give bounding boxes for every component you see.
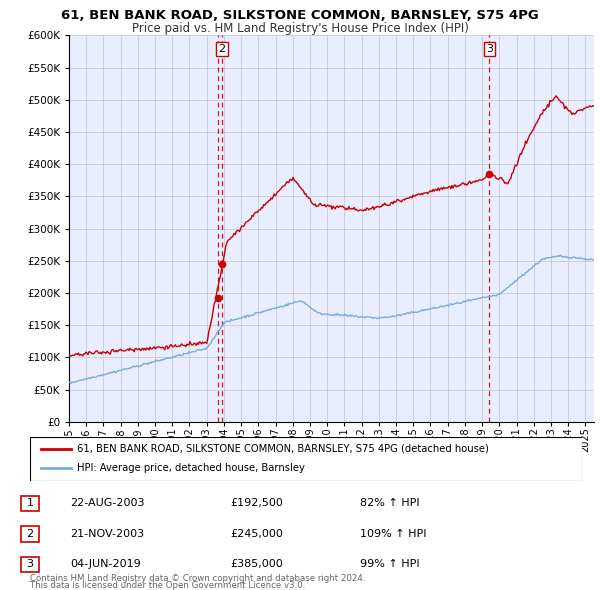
- Text: £192,500: £192,500: [230, 499, 283, 509]
- Text: £385,000: £385,000: [230, 559, 283, 569]
- Text: 61, BEN BANK ROAD, SILKSTONE COMMON, BARNSLEY, S75 4PG (detached house): 61, BEN BANK ROAD, SILKSTONE COMMON, BAR…: [77, 444, 489, 454]
- Text: Price paid vs. HM Land Registry's House Price Index (HPI): Price paid vs. HM Land Registry's House …: [131, 22, 469, 35]
- Text: 2: 2: [218, 44, 226, 54]
- Text: 21-NOV-2003: 21-NOV-2003: [70, 529, 144, 539]
- Text: 1: 1: [26, 499, 34, 509]
- Text: 3: 3: [486, 44, 493, 54]
- Text: 99% ↑ HPI: 99% ↑ HPI: [360, 559, 419, 569]
- Text: 3: 3: [26, 559, 34, 569]
- Text: 2: 2: [26, 529, 34, 539]
- FancyBboxPatch shape: [21, 526, 39, 542]
- FancyBboxPatch shape: [21, 496, 39, 512]
- Text: 61, BEN BANK ROAD, SILKSTONE COMMON, BARNSLEY, S75 4PG: 61, BEN BANK ROAD, SILKSTONE COMMON, BAR…: [61, 9, 539, 22]
- FancyBboxPatch shape: [30, 437, 582, 481]
- Text: 04-JUN-2019: 04-JUN-2019: [70, 559, 141, 569]
- Text: Contains HM Land Registry data © Crown copyright and database right 2024.: Contains HM Land Registry data © Crown c…: [30, 574, 365, 583]
- FancyBboxPatch shape: [21, 556, 39, 572]
- Text: HPI: Average price, detached house, Barnsley: HPI: Average price, detached house, Barn…: [77, 464, 305, 473]
- Text: 82% ↑ HPI: 82% ↑ HPI: [360, 499, 419, 509]
- Text: 22-AUG-2003: 22-AUG-2003: [70, 499, 145, 509]
- Text: £245,000: £245,000: [230, 529, 283, 539]
- Text: 109% ↑ HPI: 109% ↑ HPI: [360, 529, 427, 539]
- Text: This data is licensed under the Open Government Licence v3.0.: This data is licensed under the Open Gov…: [30, 581, 305, 590]
